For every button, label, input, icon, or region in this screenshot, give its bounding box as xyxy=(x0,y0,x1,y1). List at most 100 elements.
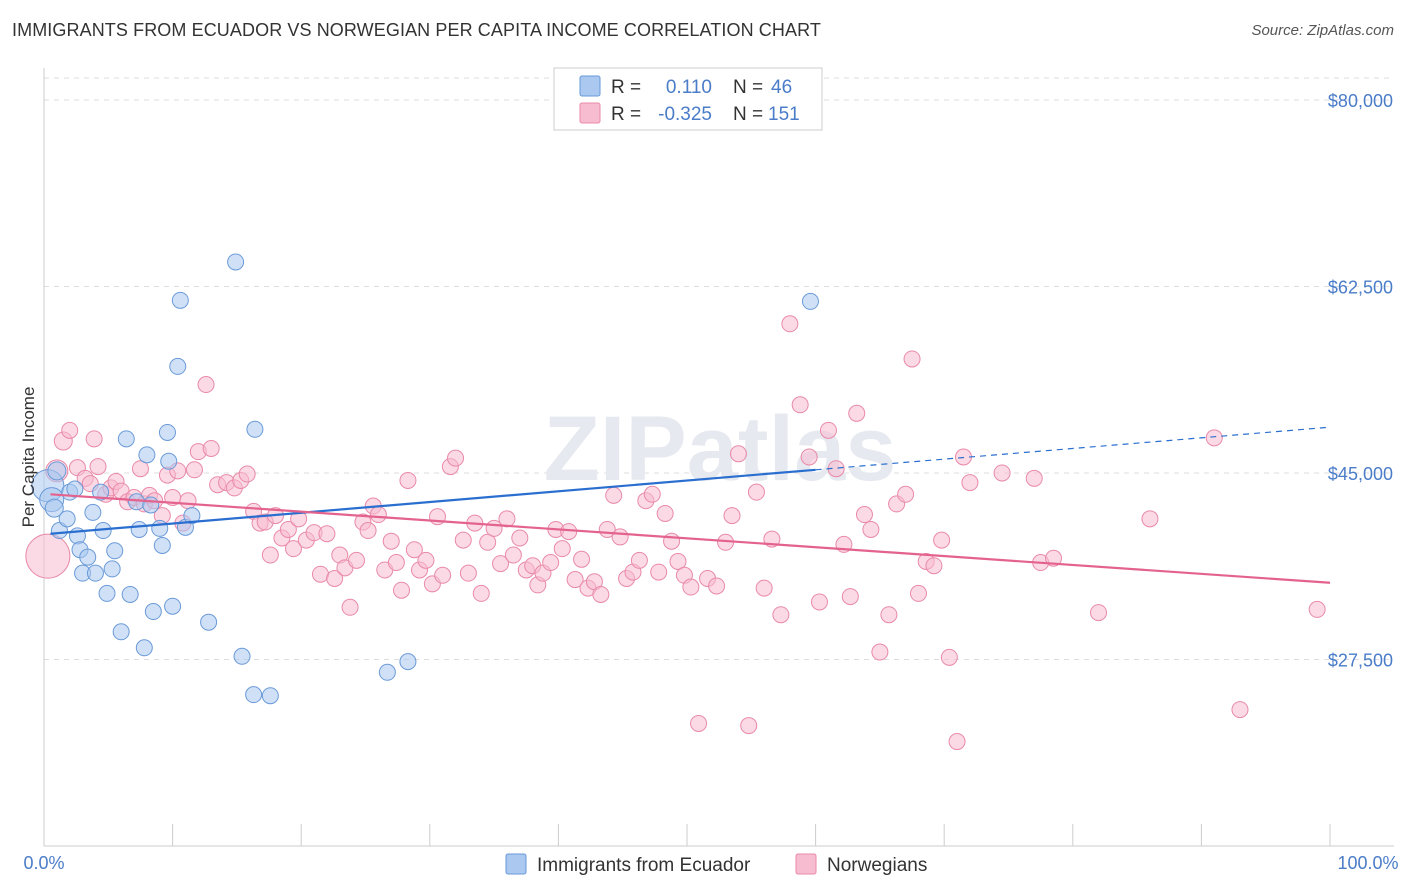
norwegian-point-3 xyxy=(61,421,79,439)
ecuador-point-45 xyxy=(801,292,819,310)
norwegian-point-113 xyxy=(747,483,765,501)
norwegian-point-142 xyxy=(1025,469,1043,487)
norwegian-point-24 xyxy=(179,492,197,510)
y-tick-label-3: $80,000 xyxy=(1328,91,1393,111)
norwegian-point-28 xyxy=(202,439,220,457)
trend-lines xyxy=(50,426,1331,584)
norwegian-point-101 xyxy=(656,504,674,522)
norwegian-point-53 xyxy=(359,522,377,540)
norwegian-point-125 xyxy=(848,404,866,422)
norwegian-point-70 xyxy=(459,564,477,582)
norwegian-point-46 xyxy=(318,525,336,543)
norwegian-point-85 xyxy=(553,540,571,558)
norwegian-point-105 xyxy=(682,578,700,596)
norwegian-point-8 xyxy=(89,458,107,476)
ecuador-point-14 xyxy=(92,483,110,501)
x-tick-label-max: 100.0% xyxy=(1337,853,1398,873)
x-axis-ticks xyxy=(43,824,1331,846)
ecuador-point-19 xyxy=(112,623,130,641)
bottom-legend-swatch-norwegians xyxy=(795,853,817,875)
ecuador-point-26 xyxy=(142,496,160,514)
norwegian-point-145 xyxy=(1090,604,1108,622)
norwegian-point-110 xyxy=(723,507,741,525)
watermark: ZIPatlas xyxy=(544,398,897,500)
ecuador-point-28 xyxy=(151,519,169,537)
ecuador-point-27 xyxy=(144,603,162,621)
chart-title: IMMIGRANTS FROM ECUADOR VS NORWEGIAN PER… xyxy=(12,20,821,40)
norwegian-point-120 xyxy=(810,593,828,611)
norwegian-point-148 xyxy=(1231,701,1249,719)
norwegian-point-121 xyxy=(819,421,837,439)
ecuador-point-31 xyxy=(160,452,178,470)
norwegian-point-129 xyxy=(880,606,898,624)
bottom-legend-label-norwegians: Norwegians xyxy=(827,855,927,876)
bottom-legend-label-ecuador: Immigrants from Ecuador xyxy=(537,855,751,876)
norwegian-point-132 xyxy=(903,350,921,368)
norwegian-point-131 xyxy=(897,485,915,503)
x-tick-label-min: 0.0% xyxy=(23,853,64,873)
norwegian-point-61 xyxy=(405,541,423,559)
norwegian-point-137 xyxy=(940,648,958,666)
legend-r-value-ecuador: 0.110 xyxy=(666,77,712,98)
ecuador-point-18 xyxy=(106,542,124,560)
norwegian-point-27 xyxy=(197,376,215,394)
norwegian-point-87 xyxy=(566,571,584,589)
norwegian-point-78 xyxy=(511,529,529,547)
norwegian-point-102 xyxy=(663,532,681,550)
ecuador-point-40 xyxy=(245,686,263,704)
ecuador-point-32 xyxy=(164,597,182,615)
ecuador-point-5 xyxy=(58,510,76,528)
ecuador-point-39 xyxy=(233,647,251,665)
norwegian-point-75 xyxy=(492,555,510,573)
norwegian-point-147 xyxy=(1205,429,1223,447)
bottom-legend-swatch-ecuador xyxy=(505,853,527,875)
ecuador-trend-extension xyxy=(815,426,1331,471)
norwegian-point-73 xyxy=(479,533,497,551)
ecuador-point-42 xyxy=(246,420,264,438)
legend-swatch-ecuador xyxy=(579,75,601,97)
norwegian-point-117 xyxy=(781,315,799,333)
norwegian-point-94 xyxy=(611,528,629,546)
y-tick-label-1: $45,000 xyxy=(1328,464,1393,484)
ecuador-point-43 xyxy=(378,663,396,681)
norwegian-point-58 xyxy=(387,554,405,572)
norwegian-point-40 xyxy=(279,520,297,538)
ecuador-point-11 xyxy=(79,548,97,566)
ecuador-point-23 xyxy=(130,520,148,538)
norwegian-point-0 xyxy=(25,533,71,579)
norwegian-point-127 xyxy=(862,520,880,538)
ecuador-point-44 xyxy=(399,653,417,671)
norwegian-point-133 xyxy=(909,584,927,602)
ecuador-point-24 xyxy=(135,639,153,657)
norwegian-point-138 xyxy=(948,733,966,751)
ecuador-points xyxy=(31,253,819,705)
norwegian-point-93 xyxy=(605,486,623,504)
norwegian-point-41 xyxy=(284,540,302,558)
ecuador-point-29 xyxy=(153,536,171,554)
norwegian-point-100 xyxy=(650,563,668,581)
ecuador-point-41 xyxy=(261,687,279,705)
ecuador-point-17 xyxy=(103,560,121,578)
legend-r-label-ecuador: R = xyxy=(611,77,641,98)
y-tick-label-0: $27,500 xyxy=(1328,650,1393,670)
norwegian-point-88 xyxy=(573,550,591,568)
legend-n-label-norwegians: N = xyxy=(733,104,763,125)
legend-n-label-ecuador: N = xyxy=(733,77,763,98)
norwegian-point-126 xyxy=(855,506,873,524)
norwegian-point-47 xyxy=(326,569,344,587)
norwegian-point-149 xyxy=(1308,600,1326,618)
norwegian-point-25 xyxy=(185,461,203,479)
norwegian-point-114 xyxy=(755,579,773,597)
norwegian-point-112 xyxy=(740,717,758,735)
norwegian-trend-line xyxy=(50,493,1331,584)
legend-n-value-norwegians: 151 xyxy=(768,104,800,125)
norwegian-point-135 xyxy=(925,557,943,575)
ecuador-point-25 xyxy=(138,446,156,464)
norwegian-point-136 xyxy=(933,531,951,549)
ecuador-point-37 xyxy=(200,613,218,631)
stats-legend: R = 0.110 N = 46 R = -0.325 N = 151 xyxy=(553,67,823,131)
norwegian-point-106 xyxy=(690,714,708,732)
y-axis-tick-labels: $27,500 $45,000 $62,500 $80,000 xyxy=(1328,91,1393,671)
ecuador-point-38 xyxy=(227,253,245,271)
